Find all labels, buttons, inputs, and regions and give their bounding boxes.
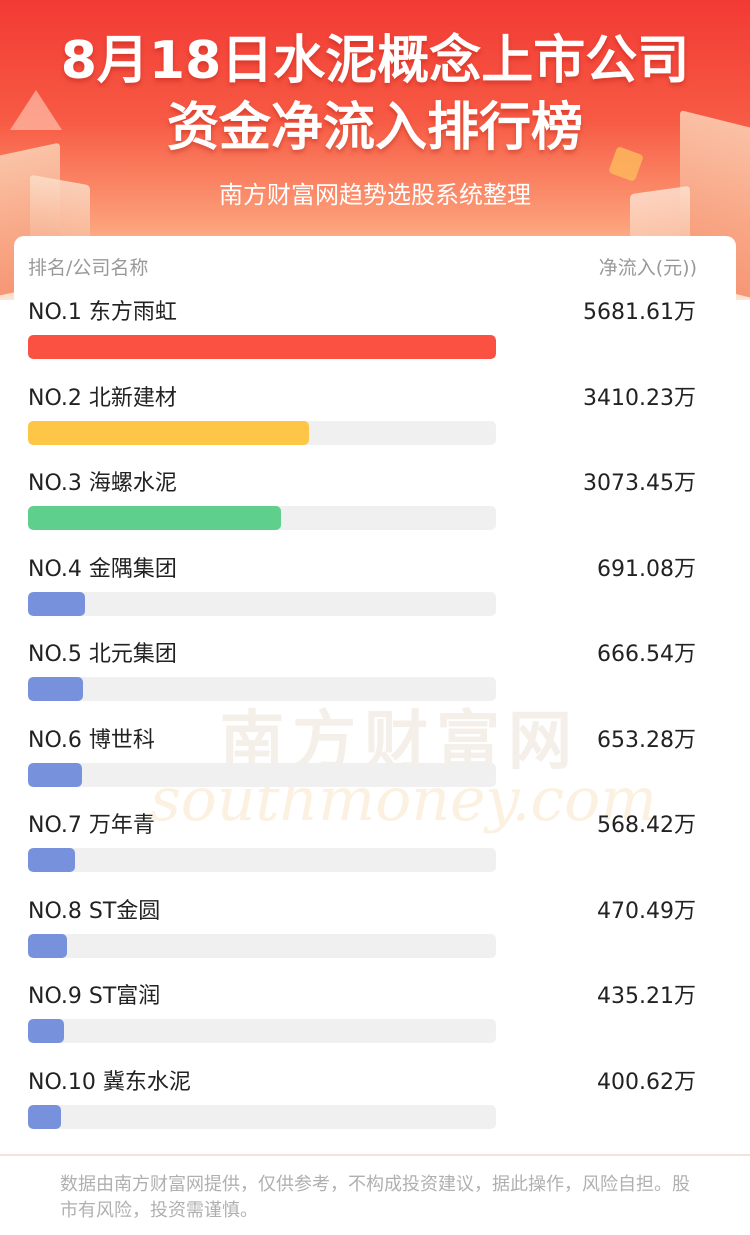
value-label: 5681.61万 (583, 300, 696, 325)
bar (28, 1104, 61, 1129)
value-label: 3073.45万 (583, 471, 696, 496)
table-row: NO.7 万年青 568.42万 (0, 811, 750, 897)
rank-label: NO.6 博世科 (28, 727, 155, 753)
page-subtitle: 南方财富网趋势选股系统整理 (219, 181, 531, 209)
footer-divider (0, 1154, 750, 1156)
page-title-line1: 8月18日水泥概念上市公司 (60, 31, 690, 91)
rank-label: NO.8 ST金圆 (28, 898, 161, 924)
value-label: 568.42万 (597, 813, 696, 838)
bar (28, 848, 75, 872)
table-row: NO.5 北元集团 666.54万 (0, 640, 750, 726)
value-label: 400.62万 (597, 1069, 696, 1095)
bar (28, 933, 67, 958)
bar-track (28, 933, 496, 958)
rank-label: NO.3 海螺水泥 (28, 471, 177, 496)
bar (28, 335, 496, 359)
bar-track (28, 848, 496, 872)
column-header-name: 排名/公司名称 (28, 257, 149, 279)
decorative-arrow (10, 90, 62, 130)
disclaimer-text: 数据由南方财富网提供，仅供参考，不构成投资建议，据此操作，风险自担。股市有风险，… (60, 1174, 690, 1221)
value-label: 470.49万 (597, 898, 696, 924)
value-label: 653.28万 (597, 727, 696, 753)
rank-label: NO.4 金隅集团 (28, 556, 177, 582)
bar-track (28, 762, 496, 787)
value-label: 666.54万 (597, 642, 696, 667)
rank-label: NO.7 万年青 (28, 813, 155, 838)
bar (28, 591, 85, 616)
rank-label: NO.1 东方雨虹 (28, 300, 177, 325)
bar-track (28, 1019, 496, 1043)
bar-track (28, 591, 496, 616)
table-row: NO.8 ST金圆 470.49万 (0, 897, 750, 983)
bar (28, 1019, 64, 1043)
bar-track (28, 1104, 496, 1129)
rank-label: NO.5 北元集团 (28, 642, 177, 667)
rank-label: NO.2 北新建材 (28, 385, 177, 411)
bar (28, 762, 82, 787)
bar-track (28, 677, 496, 701)
table-row: NO.6 博世科 653.28万 (0, 726, 750, 812)
table-row: NO.4 金隅集团 691.08万 (0, 555, 750, 641)
bar-track (28, 335, 496, 359)
value-label: 3410.23万 (583, 385, 696, 411)
column-header-value: 净流入(元)) (598, 257, 697, 279)
bar (28, 420, 309, 445)
rank-label: NO.10 冀东水泥 (28, 1069, 191, 1095)
bar (28, 677, 83, 701)
table-row: NO.10 冀东水泥 400.62万 (0, 1068, 750, 1154)
table-row: NO.3 海螺水泥 3073.45万 (0, 469, 750, 555)
table-row: NO.2 北新建材 3410.23万 (0, 384, 750, 470)
value-label: 691.08万 (597, 556, 696, 582)
bar (28, 506, 281, 530)
bar-track (28, 506, 496, 530)
value-label: 435.21万 (597, 984, 696, 1009)
bar-track (28, 420, 496, 445)
rank-label: NO.9 ST富润 (28, 984, 161, 1009)
table-row: NO.9 ST富润 435.21万 (0, 982, 750, 1068)
table-row: NO.1 东方雨虹 5681.61万 (0, 298, 750, 384)
page-title-line2: 资金净流入排行榜 (166, 98, 583, 158)
